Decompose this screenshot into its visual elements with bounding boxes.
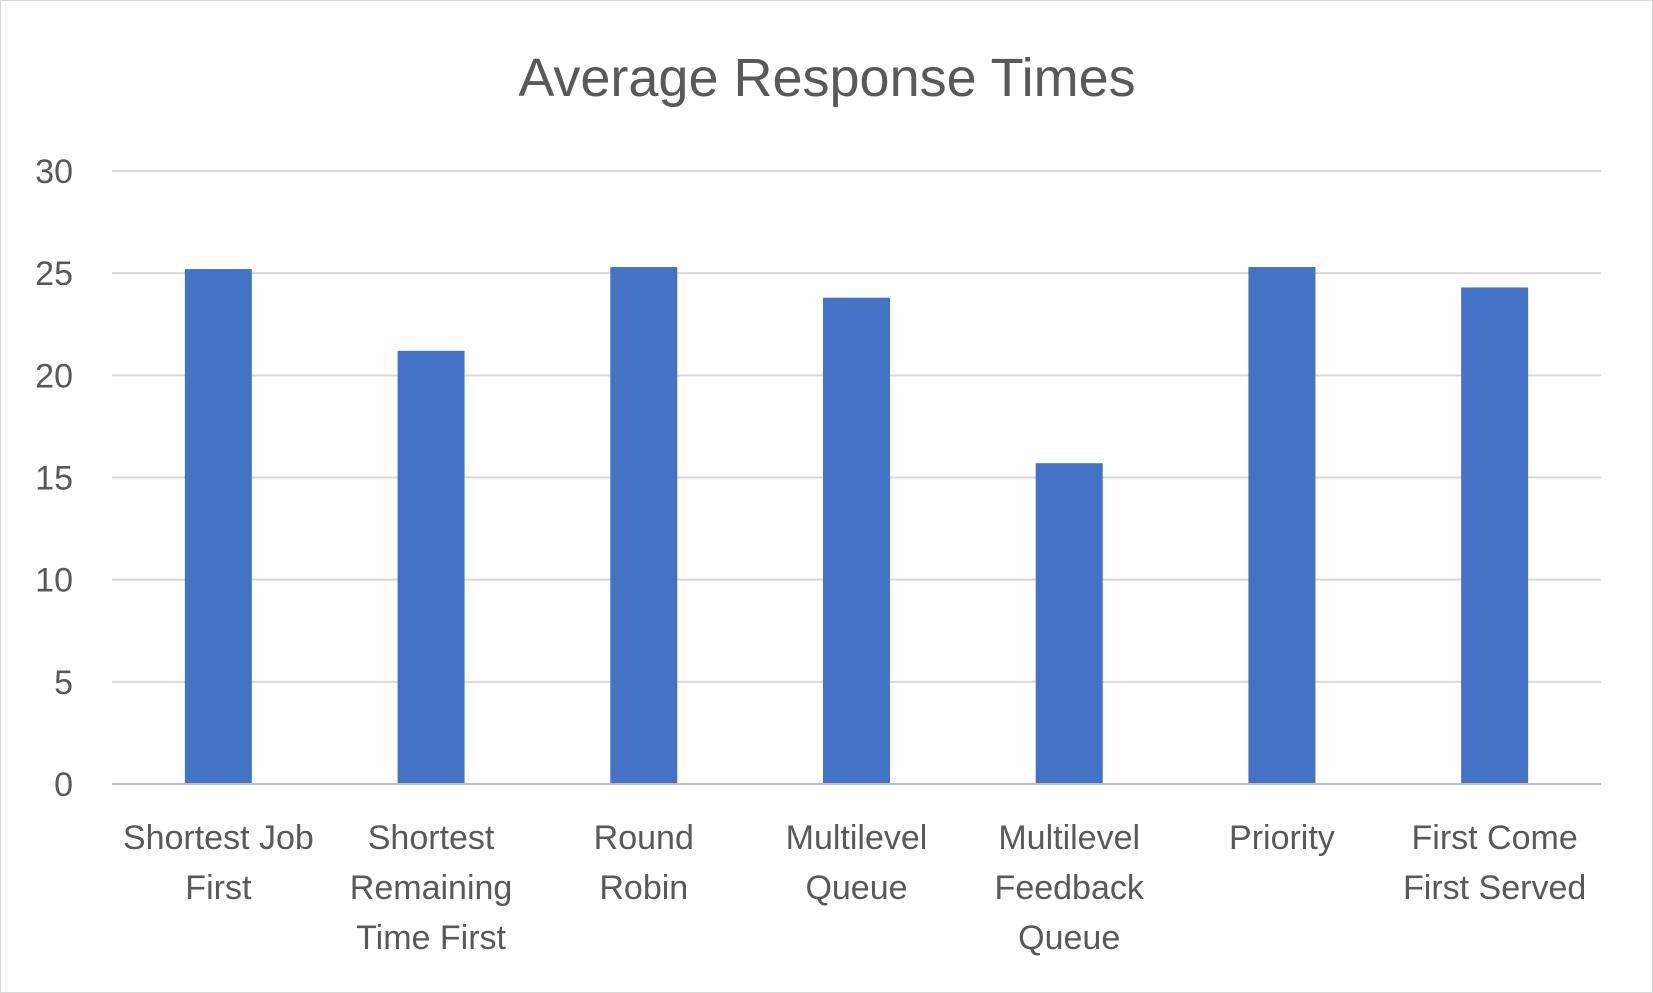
x-axis-category-labels: Shortest Job First Shortest Remaining Time F… (123, 819, 1586, 957)
x-category-label: Multilevel Feedback Queue (995, 819, 1145, 957)
x-category-label-line: Round (594, 819, 694, 857)
x-category-label-line: Multilevel (998, 819, 1140, 857)
bar (1035, 463, 1103, 784)
x-category-label: Multilevel Queue (786, 819, 928, 907)
x-category-label: First Come First Served (1403, 819, 1586, 907)
chart-title: Average Response Times (518, 48, 1135, 108)
y-tick-label: 20 (35, 357, 73, 395)
x-category-label-line: First Served (1403, 869, 1586, 907)
x-category-label-line: Shortest Job (123, 819, 314, 857)
x-category-label-line: First Come (1412, 819, 1578, 857)
y-tick-label: 30 (35, 153, 73, 191)
bar (1461, 287, 1529, 784)
x-category-label: Shortest Job First (123, 819, 314, 907)
bar (610, 267, 678, 785)
bars (184, 267, 1529, 785)
x-category-label: Shortest Remaining Time First (350, 819, 513, 957)
x-category-label-line: Multilevel (786, 819, 928, 857)
x-category-label: Priority (1229, 819, 1335, 857)
y-axis-tick-labels: 0 5 10 15 20 25 30 (35, 153, 73, 804)
x-category-label-line: Queue (805, 869, 907, 907)
x-category-label: Round Robin (594, 819, 694, 907)
x-category-label-line: Priority (1229, 819, 1335, 857)
x-category-label-line: Queue (1018, 919, 1120, 957)
x-category-label-line: Remaining (350, 869, 513, 907)
y-tick-label: 25 (35, 255, 73, 293)
x-category-label-line: First (185, 869, 252, 907)
y-tick-label: 15 (35, 460, 73, 498)
x-category-label-line: Robin (599, 869, 688, 907)
x-category-label-line: Feedback (995, 869, 1145, 907)
y-tick-label: 5 (54, 664, 73, 702)
x-category-label-line: Time First (356, 919, 506, 957)
x-category-label-line: Shortest (368, 819, 495, 857)
bar (1248, 267, 1316, 785)
bar (184, 269, 252, 785)
y-tick-label: 10 (35, 562, 73, 600)
bar (397, 350, 465, 784)
bar (822, 297, 891, 784)
y-tick-label: 0 (54, 766, 73, 804)
